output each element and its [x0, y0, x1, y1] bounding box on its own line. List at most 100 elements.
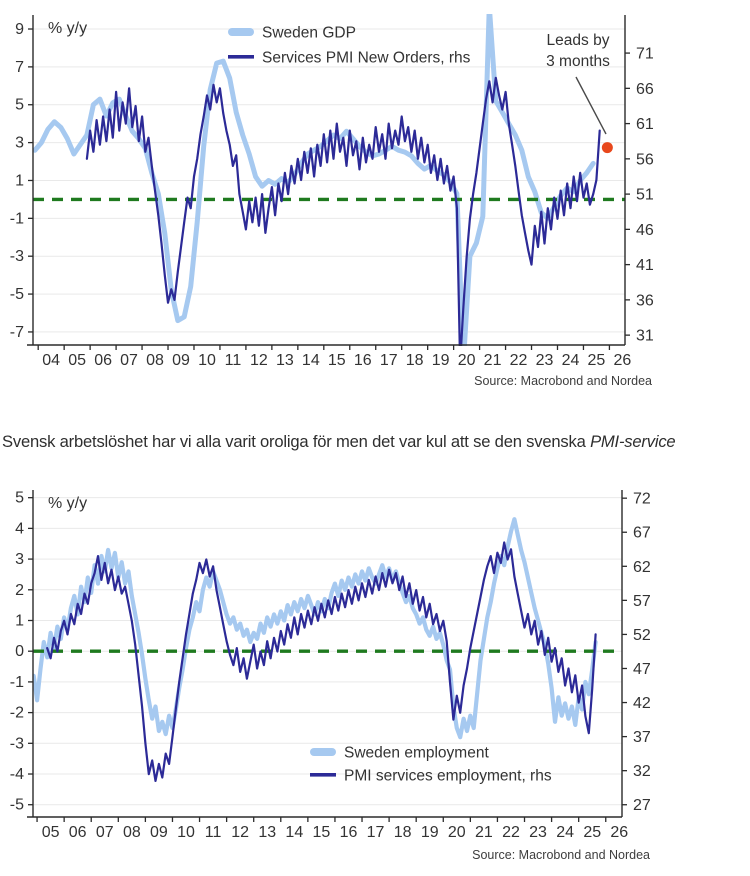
legend: Sweden GDP Services PMI New Orders, rhs	[228, 25, 471, 67]
x-axis-tick-label: 18	[394, 824, 412, 841]
annotation-line1: Leads by	[547, 32, 610, 49]
right-axis-tick-label: 67	[633, 525, 651, 542]
left-axis-tick-label: 5	[15, 97, 24, 114]
x-axis-tick-label: 13	[276, 352, 294, 369]
legend-swatch-sweden-employment	[310, 748, 336, 756]
x-axis-tick-label: 12	[231, 824, 249, 841]
x-axis-tick-label: 26	[610, 824, 628, 841]
right-axis-tick-label: 46	[636, 222, 654, 239]
left-axis-tick-label: -5	[10, 286, 24, 303]
x-axis-tick-label: 13	[258, 824, 276, 841]
x-axis-tick-label: 25	[583, 824, 601, 841]
x-axis-tick-label: 09	[150, 824, 168, 841]
x-axis-tick-label: 08	[146, 352, 164, 369]
left-axis-tick-label: 5	[15, 490, 24, 507]
x-axis-tick-label: 18	[406, 352, 424, 369]
x-axis-tick-label: 20	[458, 352, 476, 369]
left-axis-tick-label: -7	[10, 324, 24, 341]
x-axis-tick-label: 04	[42, 352, 60, 369]
plot-area	[33, 14, 625, 346]
right-axis-tick-label: 31	[636, 328, 654, 345]
legend-label-pmi-services-employment-rhs: PMI services employment, rhs	[344, 768, 552, 785]
commentary-regular: Svensk arbetslöshet har vi alla varit or…	[2, 432, 591, 451]
legend: Sweden employment PMI services employment…	[310, 745, 552, 785]
x-axis-tick-label: 21	[475, 824, 493, 841]
x-axis-tick-label: 09	[172, 352, 190, 369]
x-axis-tick-label: 23	[536, 352, 554, 369]
right-axis-tick-label: 37	[633, 729, 651, 746]
x-axis-tick-label: 12	[250, 352, 268, 369]
legend-label-sweden-employment: Sweden employment	[344, 745, 489, 762]
x-axis-tick-label: 16	[340, 824, 358, 841]
left-axis-tick-label: 1	[15, 172, 24, 189]
right-axis-tick-label: 41	[636, 257, 654, 274]
right-axis-tick-label: 36	[636, 292, 654, 309]
right-axis-tick-label: 32	[633, 763, 651, 780]
commentary-text: Svensk arbetslöshet har vi alla varit or…	[0, 400, 750, 480]
left-axis-tick-label: -4	[10, 766, 24, 783]
left-axis-tick-label: 3	[15, 135, 24, 152]
left-axis-tick-label: -2	[10, 705, 24, 722]
x-axis-tick-label: 23	[529, 824, 547, 841]
left-axis-tick-label: -1	[10, 674, 24, 691]
right-axis-tick-label: 61	[636, 116, 654, 133]
right-axis-tick-label: 51	[636, 187, 654, 204]
left-axis-tick-label: -5	[10, 797, 24, 814]
x-axis-tick-label: 24	[562, 352, 580, 369]
commentary-italic: PMI-service	[590, 432, 676, 451]
x-axis-tick-label: 19	[421, 824, 439, 841]
x-axis-tick-label: 20	[448, 824, 466, 841]
series-pmi-services-employment-rhs	[46, 541, 597, 782]
legend-label-sweden-gdp: Sweden GDP	[262, 25, 356, 42]
right-axis-tick-label: 52	[633, 627, 651, 644]
annotation-line2: 3 months	[546, 53, 610, 70]
x-axis-tick-label: 05	[68, 352, 86, 369]
left-axis-tick-label: -1	[10, 210, 24, 227]
source-caption: Source: Macrobond and Nordea	[474, 374, 652, 388]
left-axis-tick-label: 1	[15, 612, 24, 629]
latest-value-marker-dot	[601, 142, 613, 154]
left-axis-tick-label: 7	[15, 59, 24, 76]
left-axis-tick-label: 2	[15, 582, 24, 599]
x-axis-tick-label: 07	[120, 352, 138, 369]
legend-swatch-sweden-gdp	[228, 28, 254, 36]
legend-label-services-pmi-new-orders-rhs: Services PMI New Orders, rhs	[262, 50, 471, 67]
right-axis-tick-label: 71	[636, 46, 654, 63]
unit-label: % y/y	[48, 495, 87, 512]
plot-area	[33, 517, 622, 782]
x-axis-tick-label: 11	[205, 824, 222, 841]
legend-swatch-pmi-services-employment-rhs	[310, 773, 336, 777]
x-axis-tick-label: 16	[354, 352, 372, 369]
x-axis-tick-label: 06	[69, 824, 87, 841]
x-axis-tick-label: 26	[614, 352, 632, 369]
series-sweden-gdp	[33, 14, 596, 346]
source-caption: Source: Macrobond and Nordea	[472, 848, 650, 862]
x-axis-tick-label: 15	[313, 824, 331, 841]
right-axis-tick-label: 72	[633, 491, 651, 508]
left-axis-tick-label: 3	[15, 551, 24, 568]
annotation-leads-by-3-months: Leads by 3 months	[546, 32, 610, 135]
left-axis-tick-label: 4	[15, 520, 24, 537]
x-axis-tick-label: 25	[588, 352, 606, 369]
x-axis-tick-label: 14	[302, 352, 320, 369]
x-axis-tick-label: 06	[94, 352, 112, 369]
right-axis-tick-label: 66	[636, 81, 654, 98]
right-axis-tick-label: 27	[633, 797, 651, 814]
left-axis-tick-label: -3	[10, 735, 24, 752]
left-axis-tick-label: -3	[10, 248, 24, 265]
right-axis-tick-label: 42	[633, 695, 651, 712]
x-axis-tick-label: 15	[328, 352, 346, 369]
x-axis-tick-label: 17	[380, 352, 398, 369]
x-axis-tick-label: 07	[96, 824, 114, 841]
unit-label: % y/y	[48, 20, 87, 37]
x-axis-tick-label: 11	[225, 352, 242, 369]
x-axis-tick-label: 24	[556, 824, 574, 841]
x-axis-tick-label: 22	[502, 824, 520, 841]
right-axis-tick-label: 62	[633, 559, 651, 576]
gridlines	[33, 28, 625, 333]
